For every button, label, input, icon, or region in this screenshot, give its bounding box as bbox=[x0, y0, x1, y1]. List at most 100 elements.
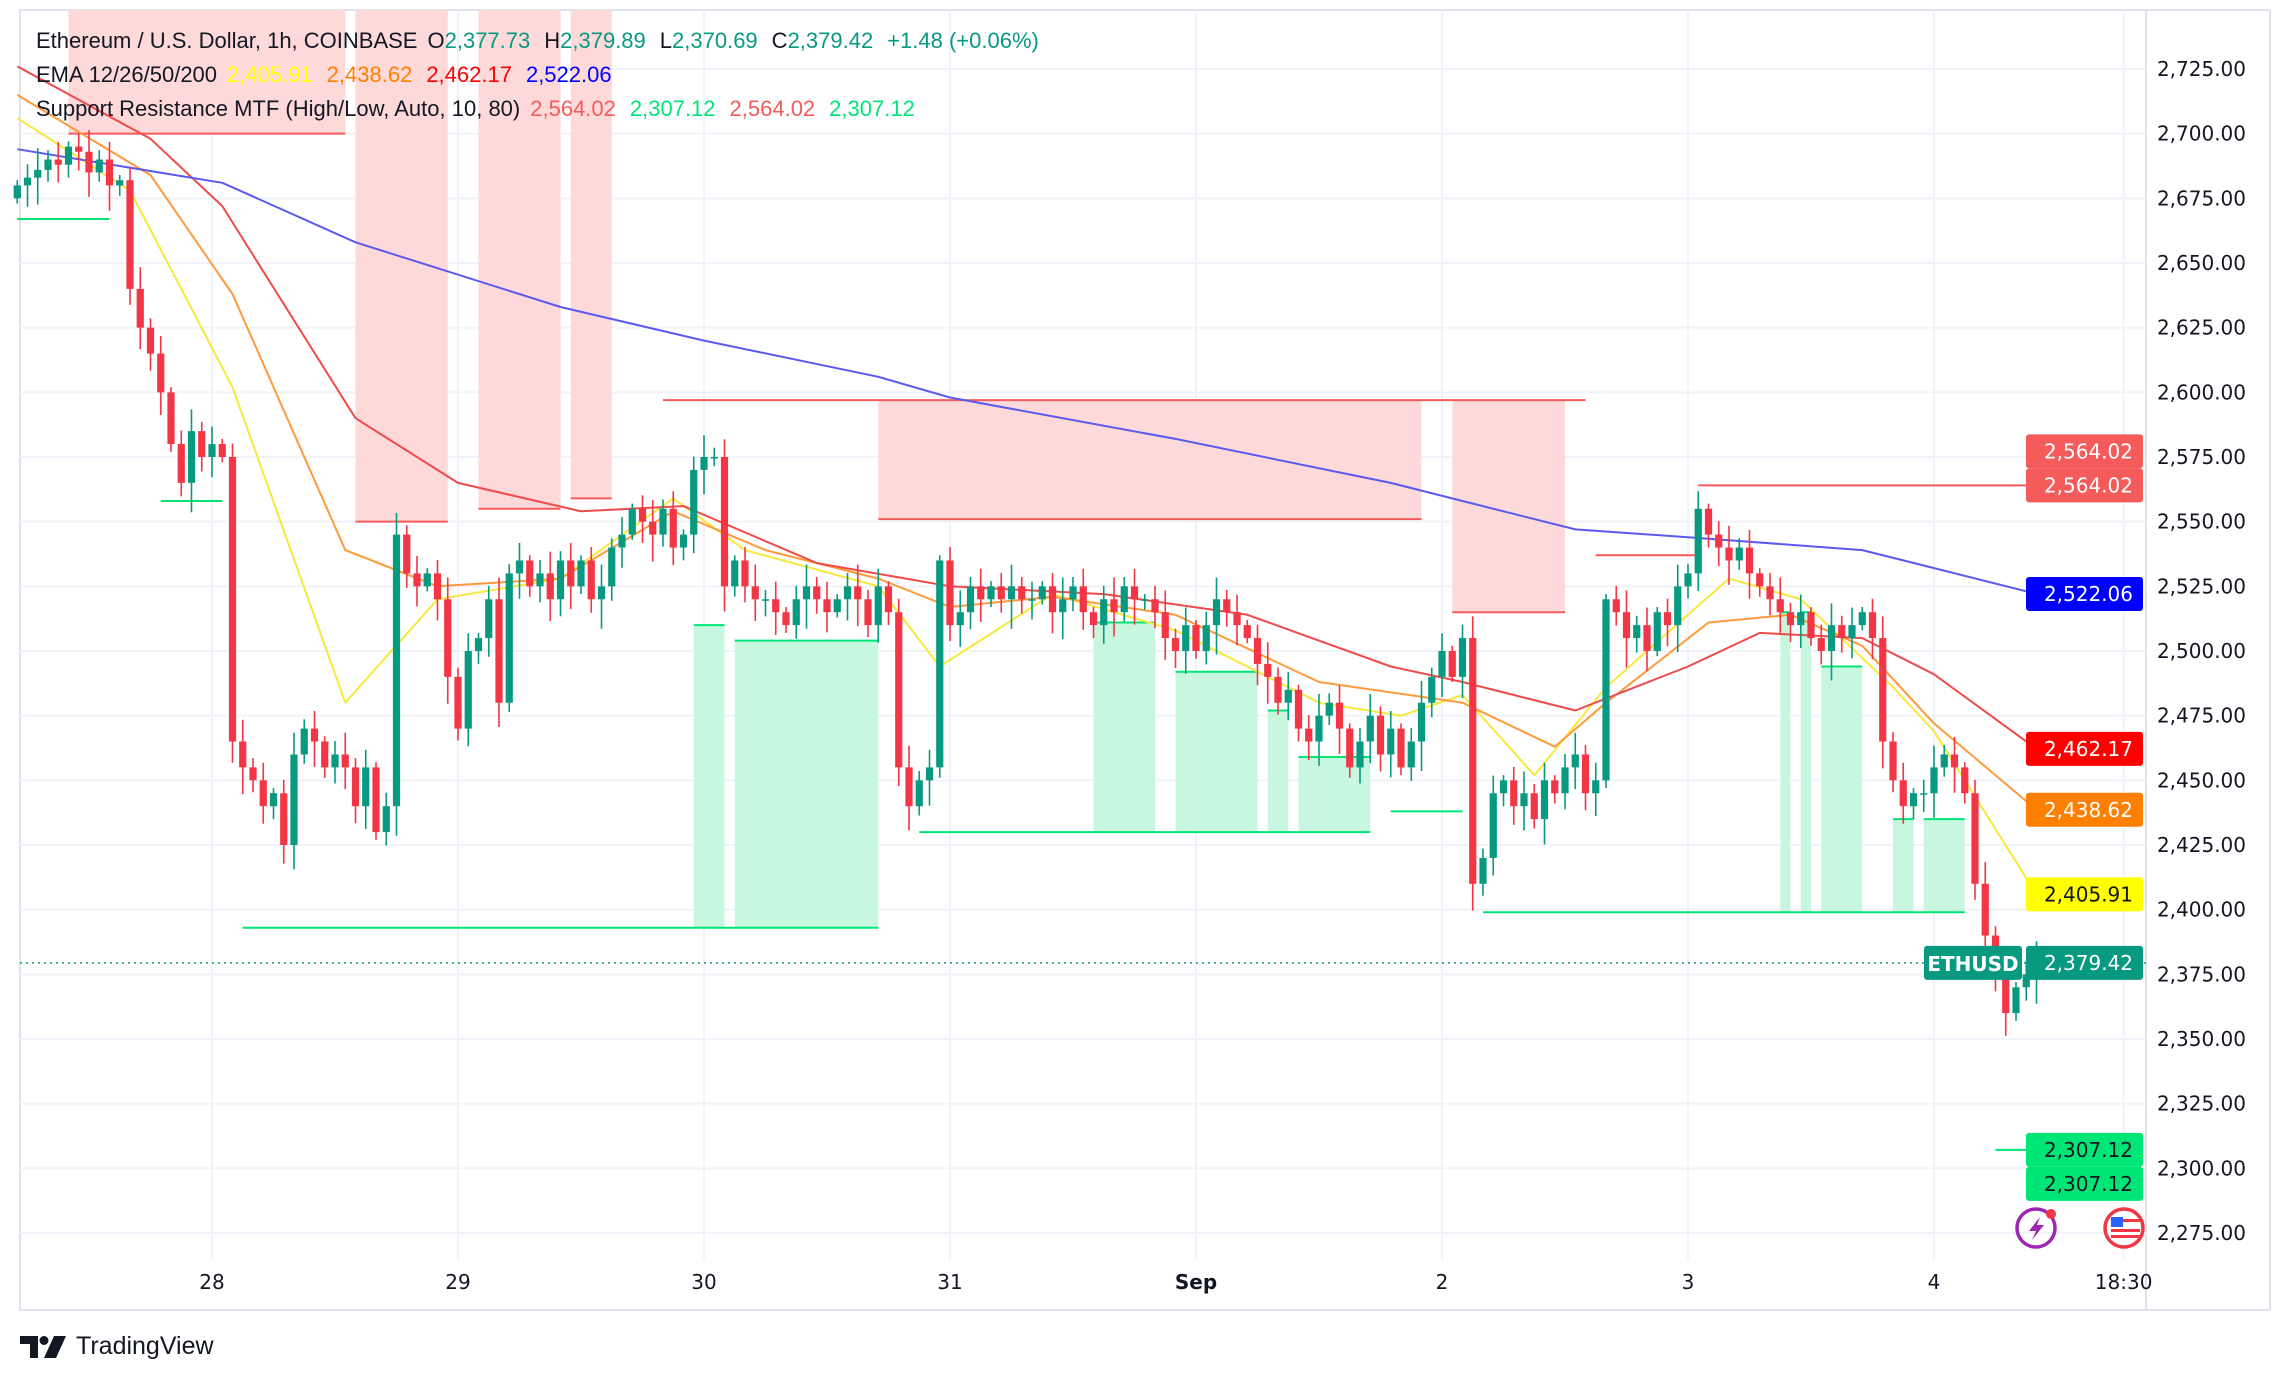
candle bbox=[546, 551, 554, 621]
candle bbox=[1397, 723, 1405, 776]
price-tick-label: 2,525.00 bbox=[2157, 574, 2246, 598]
resistance-tag: 2,564.02 bbox=[2026, 468, 2143, 503]
candle-body bbox=[1879, 638, 1887, 742]
candle-body bbox=[1971, 793, 1979, 884]
candle-body bbox=[649, 521, 657, 535]
candle bbox=[321, 736, 329, 778]
candle bbox=[85, 130, 93, 197]
candle-body bbox=[372, 767, 380, 833]
candle-body bbox=[731, 560, 739, 587]
candle bbox=[700, 435, 708, 495]
candle bbox=[1889, 732, 1897, 793]
low-label: L bbox=[659, 28, 673, 53]
support-tag-text: 2,307.12 bbox=[2044, 1138, 2133, 1162]
candle bbox=[679, 529, 688, 561]
time-tick-label: 31 bbox=[937, 1270, 962, 1294]
candle bbox=[208, 426, 216, 478]
lightning-icon[interactable] bbox=[2015, 1207, 2057, 1249]
candle-body bbox=[433, 573, 442, 600]
candle bbox=[669, 491, 677, 566]
candle bbox=[259, 762, 267, 824]
candle-body bbox=[1253, 638, 1262, 664]
candle bbox=[1920, 779, 1928, 812]
candle-body bbox=[690, 469, 698, 535]
candle bbox=[228, 443, 237, 763]
candle-body bbox=[1243, 625, 1251, 639]
candle bbox=[105, 141, 114, 211]
candle bbox=[1243, 619, 1251, 644]
ema200-tag: 2,522.06 bbox=[2026, 576, 2143, 611]
candle-body bbox=[1848, 625, 1856, 639]
candle bbox=[936, 555, 944, 778]
time-axis[interactable]: 28 29 30 31 Sep 2 3 4 18:30 bbox=[199, 1270, 2152, 1294]
candle-body bbox=[1694, 508, 1702, 574]
candle-body bbox=[843, 586, 852, 600]
candle-body bbox=[1469, 638, 1477, 884]
candle bbox=[464, 633, 472, 747]
open-value: 2,377.73 bbox=[444, 28, 531, 53]
candle-body bbox=[474, 638, 483, 651]
tradingview-logo[interactable]: TradingView bbox=[20, 1332, 214, 1361]
candle-body bbox=[1735, 547, 1743, 561]
ema-label[interactable]: EMA 12/26/50/200 bbox=[36, 62, 218, 87]
candle bbox=[915, 771, 923, 816]
candle bbox=[833, 594, 841, 618]
candle bbox=[177, 430, 185, 497]
candle-body bbox=[669, 508, 677, 548]
price-tick-label: 2,500.00 bbox=[2157, 639, 2246, 663]
candle bbox=[1335, 685, 1344, 754]
candle bbox=[1366, 693, 1374, 764]
candle bbox=[1868, 598, 1877, 660]
candle-body bbox=[1407, 741, 1415, 768]
support-zone bbox=[1175, 671, 1258, 833]
us-flag-icon[interactable] bbox=[2103, 1207, 2145, 1249]
candle-body bbox=[1797, 612, 1805, 626]
candle-body bbox=[1315, 715, 1323, 742]
candle bbox=[1069, 577, 1077, 612]
candle-body bbox=[1807, 612, 1815, 639]
candle-body bbox=[1202, 625, 1210, 651]
candle-body bbox=[157, 353, 165, 393]
candle bbox=[925, 749, 934, 806]
time-tick-label: 3 bbox=[1682, 1270, 1695, 1294]
candle-body bbox=[1510, 780, 1518, 807]
resistance-zone bbox=[68, 10, 346, 134]
candle bbox=[720, 439, 729, 612]
candle-body bbox=[1499, 780, 1508, 794]
candle bbox=[116, 175, 124, 196]
candle-body bbox=[977, 586, 985, 600]
candle-body bbox=[208, 444, 216, 457]
candle-body bbox=[1592, 780, 1600, 794]
candle bbox=[556, 551, 565, 617]
ema26-tag-text: 2,438.62 bbox=[2044, 798, 2133, 822]
price-axis[interactable]: 2,275.00 2,300.00 2,325.00 2,350.00 2,375.00… bbox=[2157, 57, 2246, 1245]
candle bbox=[1007, 564, 1016, 629]
candle-body bbox=[1745, 547, 1754, 574]
candle bbox=[854, 564, 862, 627]
candle bbox=[1715, 521, 1723, 567]
candle-body bbox=[269, 793, 278, 807]
candle bbox=[741, 547, 749, 603]
candle-body bbox=[1602, 599, 1610, 781]
candle-body bbox=[1786, 612, 1795, 626]
candle bbox=[1930, 745, 1938, 818]
candle bbox=[608, 538, 616, 601]
candle-body bbox=[464, 651, 472, 729]
resistance-tag: 2,564.02 bbox=[2026, 434, 2143, 469]
candle-body bbox=[1540, 780, 1549, 820]
symbol-title[interactable]: Ethereum / U.S. Dollar, 1h, COINBASE bbox=[36, 28, 418, 53]
candle bbox=[1253, 624, 1262, 686]
candle-body bbox=[1899, 780, 1907, 807]
candle-body bbox=[1346, 728, 1354, 768]
candle-body bbox=[1571, 754, 1579, 768]
candle bbox=[577, 555, 585, 595]
candle bbox=[362, 749, 370, 829]
candle-body bbox=[1294, 689, 1303, 729]
candle bbox=[977, 568, 985, 623]
candle-body bbox=[1950, 754, 1959, 768]
candle bbox=[956, 590, 964, 647]
candle-body bbox=[300, 728, 308, 755]
sr-label[interactable]: Support Resistance MTF (High/Low, Auto, … bbox=[36, 96, 521, 121]
candle bbox=[884, 581, 893, 626]
